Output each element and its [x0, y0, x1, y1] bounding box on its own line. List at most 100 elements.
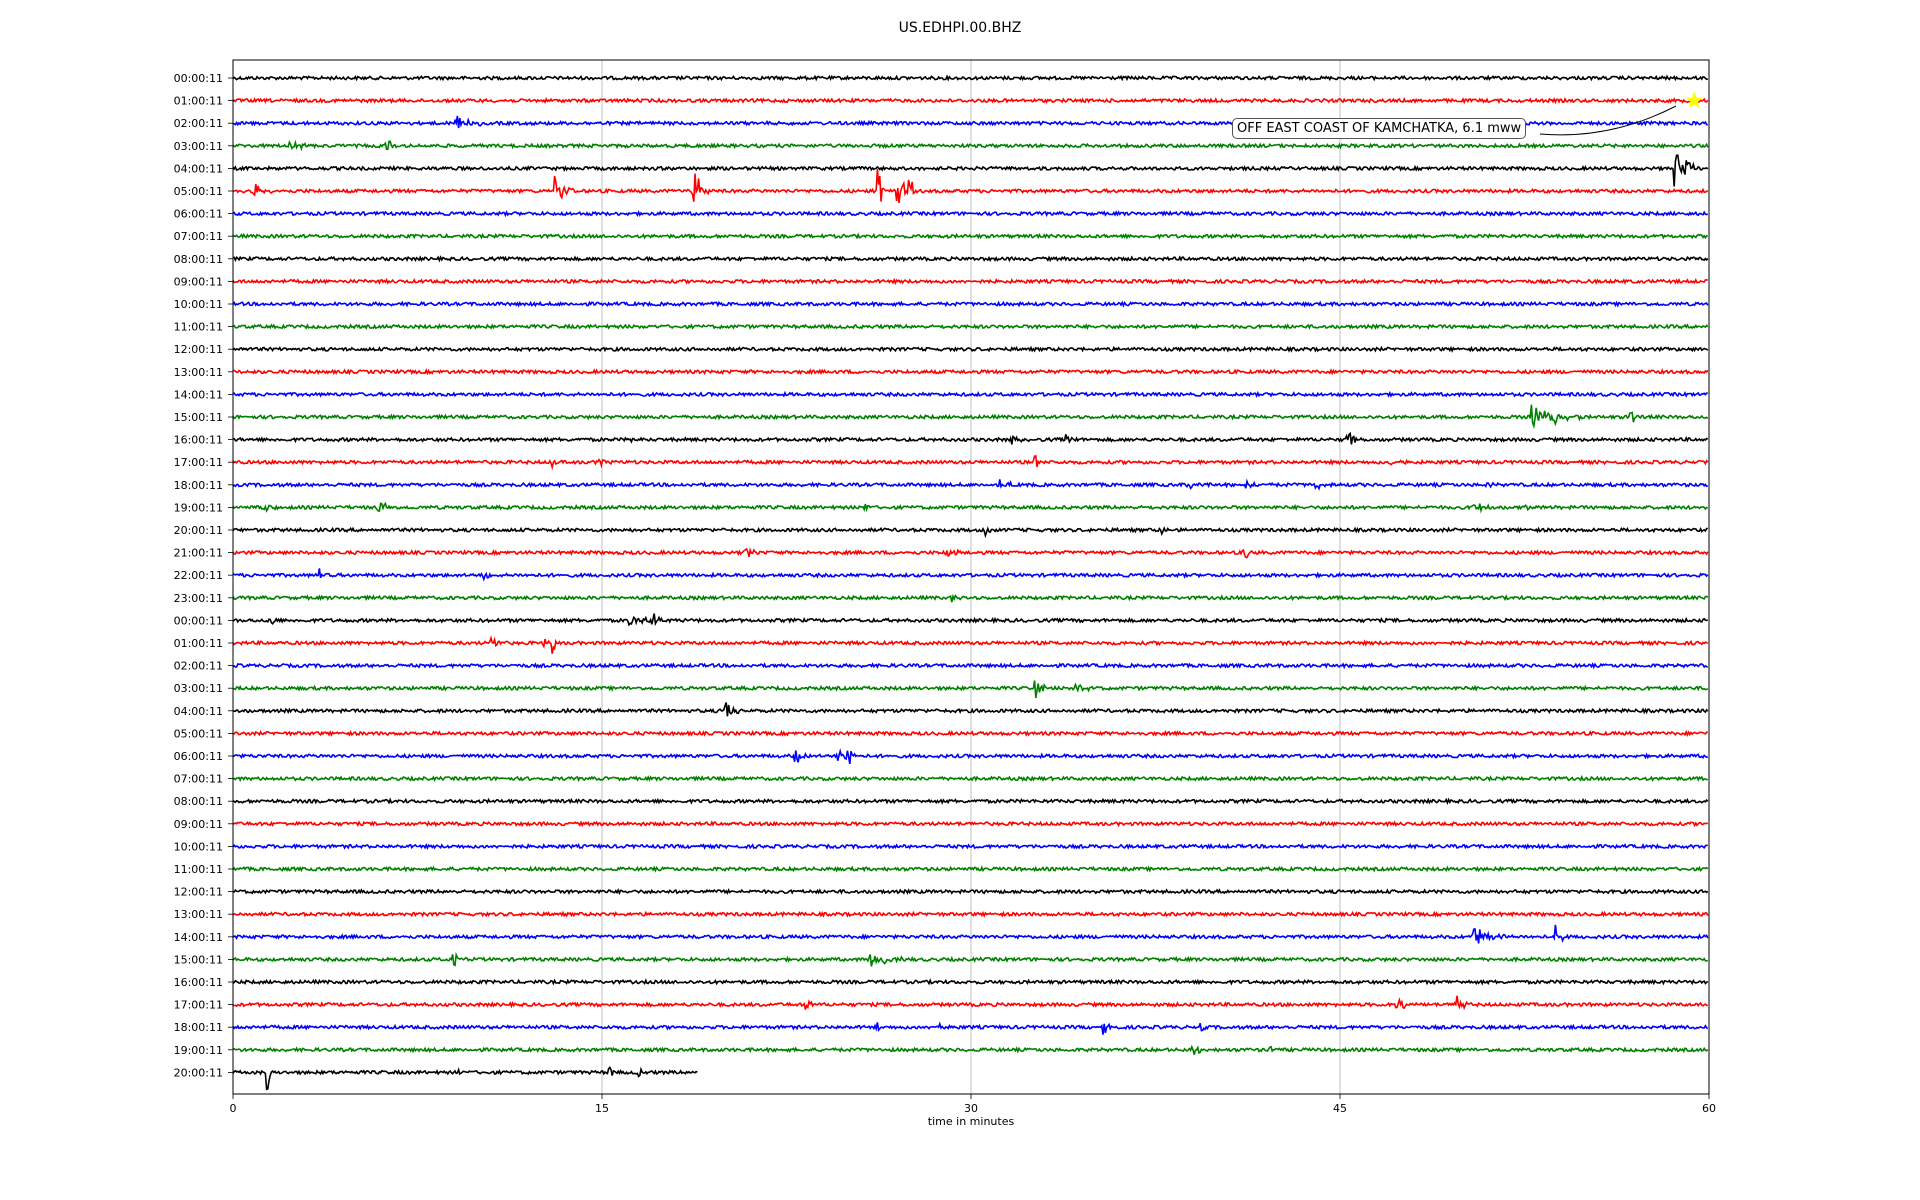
trace-line-row-42: [232, 1021, 1709, 1035]
row-time-label: 12:00:11: [174, 886, 223, 899]
x-tick-label: 45: [1333, 1102, 1347, 1115]
trace-line-row-15: [232, 404, 1709, 430]
row-time-label: 11:00:11: [174, 321, 223, 334]
trace-line-row-10: [232, 300, 1709, 308]
x-axis-ticks: 0 15 30 45 60: [230, 1094, 1716, 1115]
row-time-label: 16:00:11: [174, 434, 223, 447]
row-time-label: 00:00:11: [174, 72, 223, 85]
trace-line-row-23: [232, 593, 1709, 603]
row-time-label: 10:00:11: [174, 840, 223, 853]
row-time-label: 15:00:11: [174, 953, 223, 966]
row-time-label: 04:00:11: [174, 162, 223, 175]
trace-line-row-24: [232, 613, 1709, 627]
row-time-label: 20:00:11: [174, 1066, 223, 1079]
trace-line-row-43: [232, 1044, 1709, 1055]
row-time-label: 09:00:11: [174, 818, 223, 831]
row-time-label: 11:00:11: [174, 863, 223, 876]
trace-line-row-28: [233, 702, 1709, 717]
trace-line-row-6: [232, 209, 1709, 218]
row-time-label: 17:00:11: [174, 999, 223, 1012]
trace-line-row-32: [232, 797, 1709, 806]
row-time-label: 09:00:11: [174, 275, 223, 288]
event-label: OFF EAST COAST OF KAMCHATKA, 6.1 mww: [1232, 118, 1527, 139]
trace-line-row-3: [232, 139, 1709, 152]
row-time-label: 20:00:11: [174, 524, 223, 537]
trace-line-row-19: [232, 501, 1708, 514]
trace-line-row-0: [232, 74, 1709, 82]
trace-line-row-31: [232, 774, 1708, 783]
trace-line-row-20: [232, 526, 1708, 539]
row-time-label: 18:00:11: [174, 479, 223, 492]
trace-line-row-41: [232, 995, 1708, 1011]
row-time-label: 16:00:11: [174, 976, 223, 989]
trace-line-row-29: [232, 729, 1708, 738]
x-tick-label: 15: [595, 1102, 609, 1115]
trace-line-row-25: [232, 635, 1709, 654]
row-time-label: 14:00:11: [174, 931, 223, 944]
trace-line-row-12: [232, 345, 1709, 353]
trace-line-row-21: [232, 547, 1709, 559]
x-axis-label: time in minutes: [928, 1115, 1015, 1128]
trace-line-row-11: [232, 323, 1709, 331]
event-connector: [1539, 105, 1677, 136]
trace-line-row-1: [232, 96, 1709, 105]
row-time-label: 08:00:11: [174, 795, 223, 808]
trace-line-row-18: [232, 478, 1708, 491]
row-time-label: 10:00:11: [174, 298, 223, 311]
row-time-label: 07:00:11: [174, 773, 223, 786]
row-time-label: 02:00:11: [174, 117, 223, 130]
x-tick-label: 60: [1702, 1102, 1716, 1115]
row-time-label: 21:00:11: [174, 547, 223, 560]
event-star-icon: [1685, 91, 1703, 108]
trace-line-row-8: [232, 255, 1709, 263]
row-time-labels: 00:00:11 01:00:11 02:00:11 03:00:11 04:00:11…: [174, 72, 233, 1079]
row-time-label: 13:00:11: [174, 908, 223, 921]
trace-line-row-7: [232, 232, 1708, 240]
trace-line-row-39: [232, 951, 1709, 967]
row-time-label: 15:00:11: [174, 411, 223, 424]
row-time-label: 00:00:11: [174, 614, 223, 627]
row-time-label: 23:00:11: [174, 592, 223, 605]
row-time-label: 06:00:11: [174, 750, 223, 763]
row-time-label: 19:00:11: [174, 1044, 223, 1057]
trace-line-row-40: [232, 978, 1709, 986]
trace-line-row-35: [232, 865, 1709, 873]
trace-line-row-38: [232, 924, 1709, 944]
row-time-label: 14:00:11: [174, 388, 223, 401]
trace-line-row-30: [232, 748, 1709, 765]
trace-line-row-44: [232, 1065, 698, 1091]
row-time-label: 19:00:11: [174, 501, 223, 514]
trace-line-row-13: [232, 368, 1709, 376]
trace-line-row-17: [232, 455, 1709, 471]
row-time-label: 01:00:11: [174, 95, 223, 108]
chart-title: US.EDHPI.00.BHZ: [898, 20, 1022, 36]
x-tick-label: 30: [964, 1102, 978, 1115]
row-time-label: 03:00:11: [174, 682, 223, 695]
grid-lines: [601, 60, 1341, 1094]
row-time-label: 02:00:11: [174, 660, 223, 673]
x-tick-label: 0: [230, 1102, 237, 1115]
row-time-label: 13:00:11: [174, 366, 223, 379]
trace-rows: [232, 74, 1709, 1091]
row-time-label: 04:00:11: [174, 705, 223, 718]
row-time-label: 22:00:11: [174, 569, 223, 582]
trace-line-row-33: [232, 820, 1709, 828]
row-time-label: 17:00:11: [174, 456, 223, 469]
row-time-label: 03:00:11: [174, 140, 223, 153]
row-time-label: 05:00:11: [174, 727, 223, 740]
trace-line-row-27: [232, 680, 1709, 699]
trace-line-row-26: [232, 662, 1708, 670]
row-time-label: 18:00:11: [174, 1021, 223, 1034]
trace-line-row-9: [232, 277, 1708, 286]
trace-line-row-22: [232, 568, 1709, 582]
trace-line-row-4: [232, 154, 1709, 187]
trace-line-row-34: [232, 842, 1708, 851]
trace-line-row-36: [232, 888, 1709, 896]
trace-line-row-16: [232, 431, 1709, 445]
row-time-label: 01:00:11: [174, 637, 223, 650]
trace-line-row-5: [232, 168, 1709, 204]
trace-line-row-37: [232, 910, 1709, 918]
row-time-label: 07:00:11: [174, 230, 223, 243]
row-time-label: 08:00:11: [174, 253, 223, 266]
